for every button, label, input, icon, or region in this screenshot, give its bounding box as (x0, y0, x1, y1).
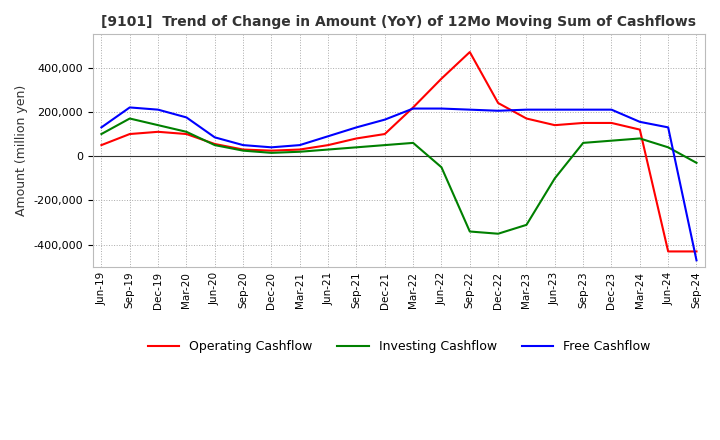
Operating Cashflow (267, 148, 276, 153)
Free Cashflow (551, 107, 559, 112)
Investing Cashflow (636, 136, 644, 141)
Free Cashflow (522, 107, 531, 112)
Free Cashflow (409, 106, 418, 111)
Operating Cashflow (664, 249, 672, 254)
Investing Cashflow (352, 145, 361, 150)
Investing Cashflow (182, 129, 191, 135)
Line: Free Cashflow: Free Cashflow (102, 107, 696, 260)
Free Cashflow (465, 107, 474, 112)
Operating Cashflow (295, 147, 304, 152)
Free Cashflow (97, 125, 106, 130)
Operating Cashflow (182, 132, 191, 137)
Investing Cashflow (579, 140, 588, 146)
Free Cashflow (182, 115, 191, 120)
Investing Cashflow (239, 148, 248, 153)
Line: Investing Cashflow: Investing Cashflow (102, 118, 696, 234)
Investing Cashflow (154, 122, 163, 128)
Investing Cashflow (97, 132, 106, 137)
Operating Cashflow (324, 143, 333, 148)
Free Cashflow (607, 107, 616, 112)
Investing Cashflow (125, 116, 134, 121)
Investing Cashflow (551, 176, 559, 181)
Investing Cashflow (295, 149, 304, 154)
Free Cashflow (664, 125, 672, 130)
Y-axis label: Amount (million yen): Amount (million yen) (15, 85, 28, 216)
Investing Cashflow (437, 165, 446, 170)
Line: Operating Cashflow: Operating Cashflow (102, 52, 696, 251)
Operating Cashflow (551, 122, 559, 128)
Free Cashflow (636, 119, 644, 125)
Investing Cashflow (465, 229, 474, 234)
Legend: Operating Cashflow, Investing Cashflow, Free Cashflow: Operating Cashflow, Investing Cashflow, … (143, 335, 655, 359)
Free Cashflow (692, 258, 701, 263)
Operating Cashflow (154, 129, 163, 135)
Operating Cashflow (239, 147, 248, 152)
Investing Cashflow (494, 231, 503, 236)
Free Cashflow (125, 105, 134, 110)
Free Cashflow (352, 125, 361, 130)
Operating Cashflow (494, 100, 503, 106)
Free Cashflow (494, 108, 503, 114)
Operating Cashflow (692, 249, 701, 254)
Investing Cashflow (267, 150, 276, 155)
Operating Cashflow (380, 132, 389, 137)
Operating Cashflow (409, 105, 418, 110)
Free Cashflow (380, 117, 389, 122)
Operating Cashflow (579, 120, 588, 125)
Free Cashflow (239, 143, 248, 148)
Operating Cashflow (125, 132, 134, 137)
Operating Cashflow (97, 143, 106, 148)
Free Cashflow (295, 143, 304, 148)
Operating Cashflow (352, 136, 361, 141)
Free Cashflow (579, 107, 588, 112)
Investing Cashflow (607, 138, 616, 143)
Investing Cashflow (380, 143, 389, 148)
Operating Cashflow (437, 76, 446, 81)
Free Cashflow (154, 107, 163, 112)
Investing Cashflow (210, 143, 219, 148)
Operating Cashflow (607, 120, 616, 125)
Operating Cashflow (636, 127, 644, 132)
Investing Cashflow (409, 140, 418, 146)
Free Cashflow (437, 106, 446, 111)
Free Cashflow (324, 134, 333, 139)
Free Cashflow (267, 145, 276, 150)
Investing Cashflow (692, 160, 701, 165)
Operating Cashflow (522, 116, 531, 121)
Operating Cashflow (465, 49, 474, 55)
Free Cashflow (210, 135, 219, 140)
Investing Cashflow (522, 222, 531, 227)
Operating Cashflow (210, 141, 219, 147)
Investing Cashflow (664, 145, 672, 150)
Investing Cashflow (324, 147, 333, 152)
Title: [9101]  Trend of Change in Amount (YoY) of 12Mo Moving Sum of Cashflows: [9101] Trend of Change in Amount (YoY) o… (102, 15, 696, 29)
